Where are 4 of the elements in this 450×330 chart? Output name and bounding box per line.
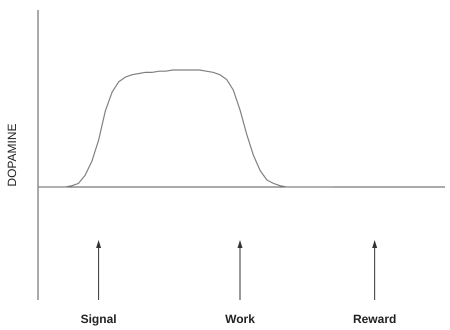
y-axis-title: DOPAMINE <box>5 123 19 187</box>
x-tick-label: Signal <box>80 312 117 326</box>
x-tick-label: Work <box>225 312 256 326</box>
x-tick-label: Reward <box>352 312 396 326</box>
